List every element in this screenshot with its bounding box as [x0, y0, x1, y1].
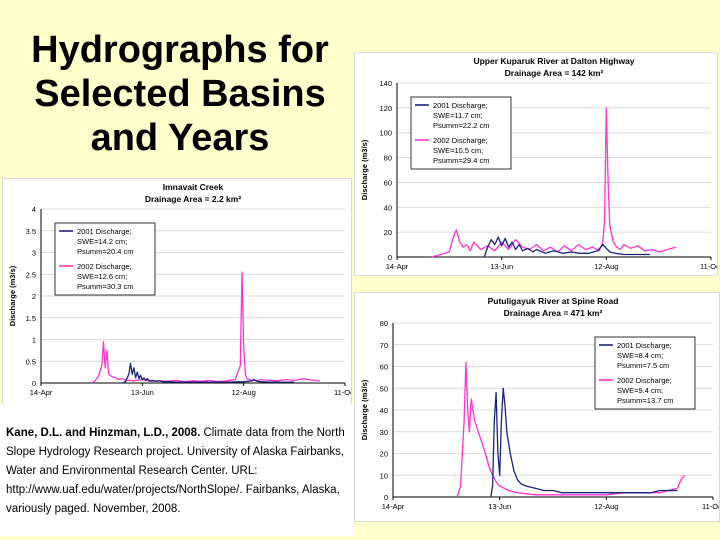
legend-box	[54, 222, 156, 296]
x-tick-label: 11-Oct	[334, 388, 351, 397]
x-tick-label: 11-Oct	[700, 262, 717, 271]
y-tick-label: 20	[380, 450, 388, 459]
series-line-2001-discharge	[121, 362, 295, 384]
x-tick-label: 13-Jun	[490, 262, 513, 271]
x-tick-label: 11-Oct	[702, 502, 719, 511]
y-tick-label: 100	[379, 129, 392, 138]
chart-subtitle: Drainage Area = 142 km²	[505, 68, 604, 78]
legend-text: Psumm=13.7 cm	[617, 396, 673, 405]
imnavait-svg: Imnavait Creek Drainage Area = 2.2 km² 0 0.…	[8, 182, 351, 397]
legend-text: 2002 Discharge;	[433, 136, 488, 145]
y-tick-label: 0.5	[26, 357, 36, 366]
series-line-2002-discharge	[431, 107, 677, 258]
y-tick-label: 80	[380, 319, 388, 328]
kuparuk-svg: Upper Kuparuk River at Dalton Highway Dra…	[360, 56, 717, 271]
chart-title: Upper Kuparuk River at Dalton Highway	[473, 56, 634, 66]
series-line-2001-discharge	[483, 236, 650, 258]
legend-text: 2001 Discharge;	[433, 101, 488, 110]
legend-text: SWE=12.6 cm;	[77, 272, 127, 281]
y-tick-label: 40	[380, 406, 388, 415]
x-tick-label: 14-Apr	[382, 502, 405, 511]
putuligayuk-svg: Putuligayuk River at Spine Road Drainage …	[360, 296, 719, 511]
slide-title-line-2: Selected Basins	[34, 73, 326, 115]
y-tick-label: 70	[380, 341, 388, 350]
slide-title-line-1: Hydrographs for	[31, 29, 329, 71]
y-tick-label: 1.5	[26, 314, 36, 323]
y-axis-label: Discharge (m3/s)	[360, 379, 369, 440]
legend-text: 2001 Discharge;	[77, 227, 132, 236]
kuparuk-river-chart: Upper Kuparuk River at Dalton Highway Dra…	[354, 52, 718, 276]
legend-box	[594, 336, 696, 410]
y-tick-label: 2.5	[26, 270, 36, 279]
legend-text: SWE=10.5 cm;	[433, 146, 483, 155]
legend-text: Psumm=7.5 cm	[617, 361, 669, 370]
citation-authors: Kane, D.L. and Hinzman, L.D., 2008.	[6, 427, 201, 439]
legend-text: 2002 Discharge;	[77, 262, 132, 271]
x-tick-label: 14-Apr	[386, 262, 409, 271]
legend-text: SWE=9.4 cm;	[617, 386, 663, 395]
y-tick-label: 0	[388, 253, 392, 262]
y-tick-label: 60	[384, 178, 392, 187]
chart-subtitle: Drainage Area = 471 km²	[504, 308, 603, 318]
legend-text: Psumm=22.2 cm	[433, 121, 489, 130]
y-tick-label: 60	[380, 363, 388, 372]
y-tick-label: 3	[32, 249, 36, 258]
y-tick-label: 0	[384, 493, 388, 502]
legend-box	[410, 96, 512, 170]
chart-subtitle: Drainage Area = 2.2 km²	[145, 194, 241, 204]
series-line-2002-discharge	[91, 271, 320, 384]
y-tick-label: 50	[380, 384, 388, 393]
legend-text: Psumm=30.3 cm	[77, 282, 133, 291]
y-axis-label: Discharge (m3/s)	[360, 139, 369, 200]
y-tick-label: 20	[384, 228, 392, 237]
putuligayuk-river-chart: Putuligayuk River at Spine Road Drainage …	[354, 292, 720, 522]
y-tick-label: 4	[32, 205, 36, 214]
y-tick-label: 120	[379, 104, 392, 113]
y-tick-label: 10	[380, 471, 388, 480]
y-tick-label: 0	[32, 379, 36, 388]
chart-title: Putuligayuk River at Spine Road	[488, 296, 619, 306]
x-tick-label: 12-Aug	[594, 262, 618, 271]
legend-text: Psumm=20.4 cm	[77, 247, 133, 256]
legend-text: Psumm=29.4 cm	[433, 156, 489, 165]
x-tick-label: 13-Jun	[488, 502, 511, 511]
legend-text: SWE=8.4 cm;	[617, 351, 663, 360]
y-tick-label: 40	[384, 203, 392, 212]
legend-text: 2002 Discharge;	[617, 376, 672, 385]
legend-text: 2001 Discharge;	[617, 341, 672, 350]
citation-box: Kane, D.L. and Hinzman, L.D., 2008. Clim…	[0, 404, 354, 536]
y-tick-label: 1	[32, 336, 36, 345]
legend-text: SWE=14.2 cm;	[77, 237, 127, 246]
y-tick-label: 140	[379, 79, 392, 88]
legend-text: SWE=11.7 cm;	[433, 111, 483, 120]
citation-text: Climate data from the North Slope Hydrol…	[6, 427, 345, 515]
series-line-2001-discharge	[490, 387, 678, 498]
chart-title: Imnavait Creek	[163, 182, 224, 192]
imnavait-creek-chart: Imnavait Creek Drainage Area = 2.2 km² 0 0.…	[2, 178, 352, 406]
x-tick-label: 14-Apr	[30, 388, 53, 397]
x-tick-label: 12-Aug	[232, 388, 256, 397]
y-tick-label: 2	[32, 292, 36, 301]
slide-title: Hydrographs for Selected Basins and Year…	[10, 28, 350, 160]
slide-title-line-3: and Years	[90, 117, 270, 159]
y-tick-label: 80	[384, 154, 392, 163]
x-tick-label: 12-Aug	[594, 502, 618, 511]
x-tick-label: 13-Jun	[131, 388, 154, 397]
y-tick-label: 3.5	[26, 227, 36, 236]
y-tick-label: 30	[380, 428, 388, 437]
y-axis-label: Discharge (m3/s)	[8, 265, 17, 326]
